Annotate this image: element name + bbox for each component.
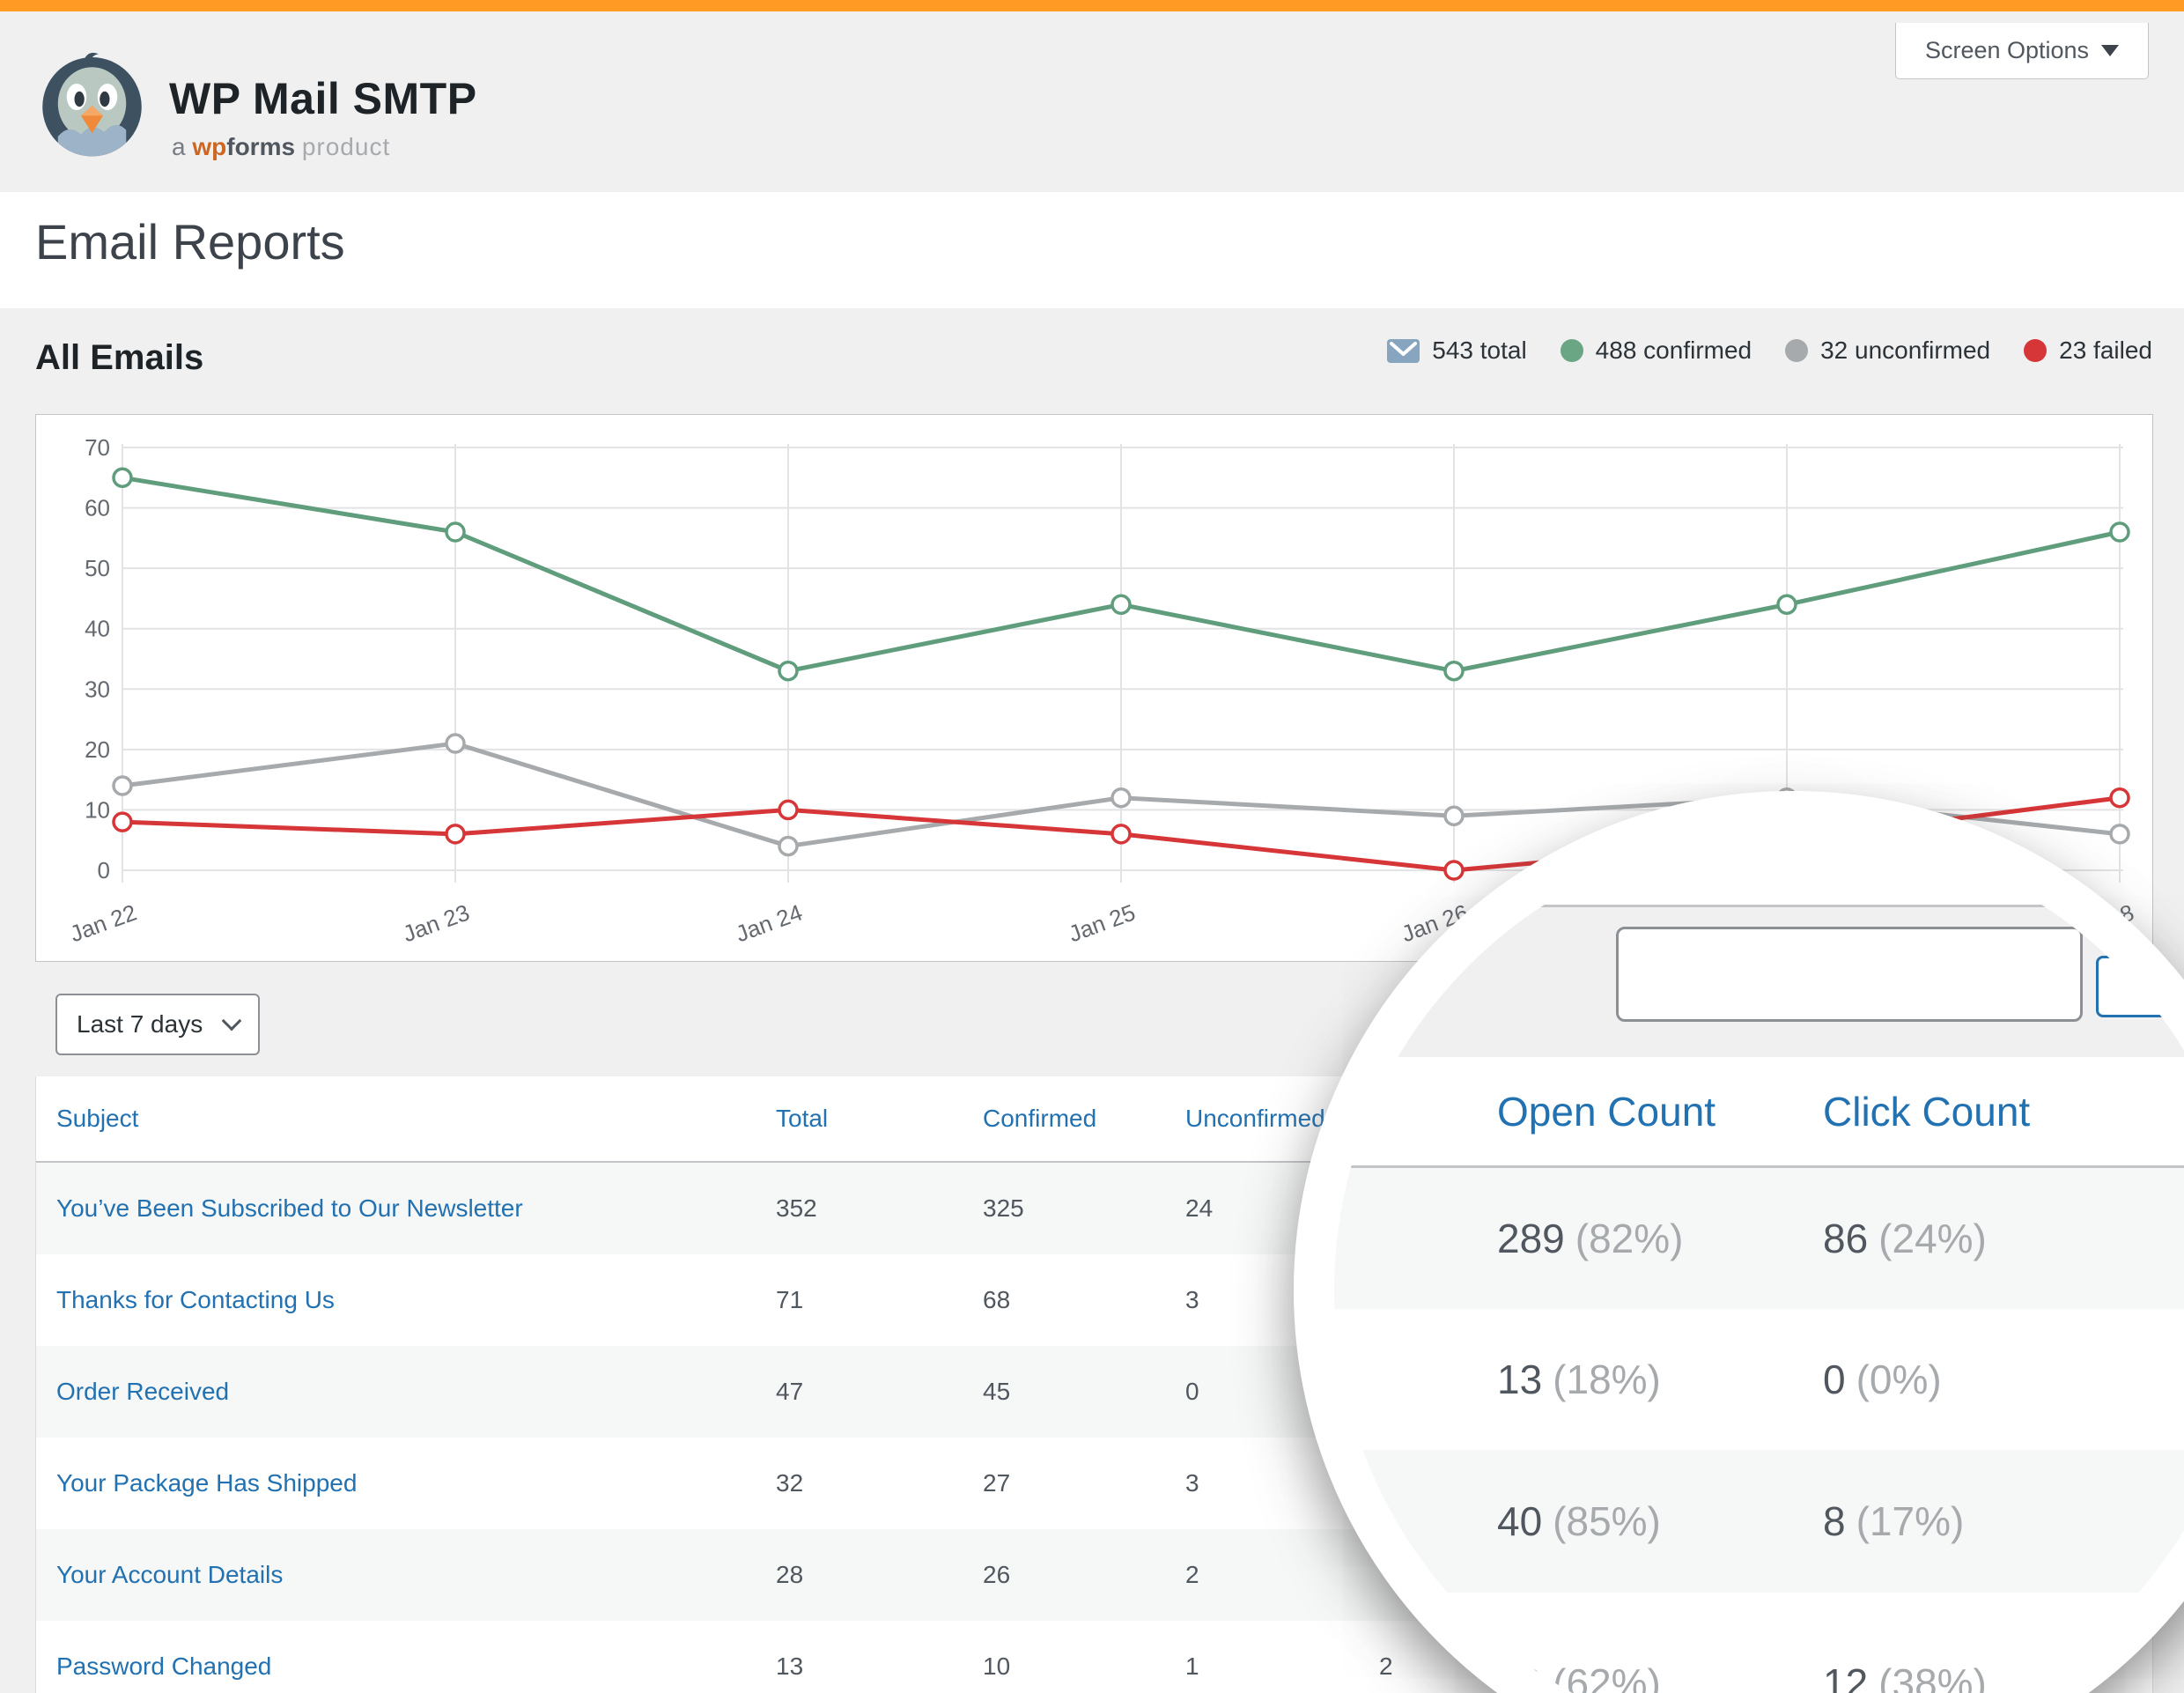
section-title-all-emails: All Emails [35,338,204,377]
subtitle-suffix: product [301,133,391,160]
table-row: Password Changed131012 [36,1621,2152,1693]
failed-dot-icon [2024,339,2048,362]
lens-header-divider [1313,1165,2184,1168]
page-title: Email Reports [35,214,345,270]
svg-text:30: 30 [85,676,110,702]
open-count-value: 20 (62%) [1497,1660,1661,1693]
subject-link[interactable]: You’ve Been Subscribed to Our Newsletter [56,1194,523,1222]
svg-text:20: 20 [85,736,110,763]
lens-table-body: 289 (82%) 86 (24%) 13 (18%) 0 (0%) 40 (85%) 8 (17%)… [1313,1168,2184,1693]
svg-text:40: 40 [85,616,110,642]
legend-label-unconfirmed: 32 unconfirmed [1820,336,1991,364]
open-count-value: 13 (18%) [1497,1357,1661,1402]
svg-text:10: 10 [85,796,110,823]
column-header-click-count: Click Count [1823,1088,2031,1135]
subtitle-brand-forms: forms [226,133,296,160]
svg-text:Jan 22: Jan 22 [66,898,140,947]
legend-label-failed: 23 failed [2059,336,2152,364]
subtitle-brand-wp: wp [192,133,227,160]
chart-legend: 543 total 488 confirmed 32 unconfirmed 2… [1387,336,2152,365]
click-count-value: 8 (17%) [1823,1498,1965,1544]
subject-link[interactable]: Your Account Details [56,1561,284,1588]
unconfirmed-value: 3 [1185,1286,1199,1313]
confirmed-value: 68 [983,1286,1011,1313]
chevron-down-icon [2101,45,2120,56]
column-header-unconfirmed[interactable]: Unconfirmed [1185,1105,1325,1132]
lens-table-row: 40 (85%) 8 (17%) [1313,1450,2184,1593]
app-title: WP Mail SMTP [169,74,477,123]
subtitle-prefix: a [172,133,186,160]
unconfirmed-value: 24 [1185,1194,1214,1222]
confirmed-dot-icon [1560,339,1583,362]
lens-search-input [1616,927,2083,1022]
page-title-band: Email Reports [0,192,2184,308]
legend-label-total: 543 total [1432,336,1527,364]
legend-item-total: 543 total [1387,336,1527,365]
top-accent-bar [0,0,2184,11]
click-count-value: 0 (0%) [1823,1357,1942,1402]
date-range-select[interactable]: Last 7 days [55,994,260,1055]
app-header: WP Mail SMTP a wpforms product Screen Op… [0,11,2184,192]
lens-table-row: 20 (62%) 12 (38%) [1313,1593,2184,1693]
screen-options-label: Screen Options [1924,37,2090,63]
app-subtitle: a wpforms product [172,133,390,161]
svg-text:0: 0 [98,857,110,883]
confirmed-value: 45 [983,1378,1011,1405]
svg-text:50: 50 [85,555,110,581]
lens-table-row: 13 (18%) 0 (0%) [1313,1309,2184,1450]
unconfirmed-value: 3 [1185,1469,1199,1497]
column-header-confirmed[interactable]: Confirmed [983,1105,1097,1132]
lens-table: Open Count Click Count 289 (82%) 86 (24%) 13… [1313,1057,2184,1693]
subject-link[interactable]: Password Changed [56,1652,272,1680]
total-value: 28 [776,1561,804,1588]
unconfirmed-value: 0 [1185,1378,1199,1405]
confirmed-value: 325 [983,1194,1024,1222]
svg-text:70: 70 [85,434,110,461]
confirmed-value: 10 [983,1652,1011,1680]
screen-options-button[interactable]: Screen Options [1895,23,2149,79]
legend-item-confirmed: 488 confirmed [1560,336,1752,365]
date-range-value: Last 7 days [77,1010,203,1038]
chevron-down-icon [221,1010,242,1031]
column-header-open-count: Open Count [1497,1088,1716,1135]
unconfirmed-value: 2 [1185,1561,1199,1588]
total-value: 32 [776,1469,804,1497]
legend-label-confirmed: 488 confirmed [1595,336,1752,364]
open-count-value: 289 (82%) [1497,1216,1684,1261]
legend-item-unconfirmed: 32 unconfirmed [1785,336,1990,365]
column-header-subject[interactable]: Subject [56,1105,139,1132]
svg-text:Jan 23: Jan 23 [399,898,473,947]
total-value: 47 [776,1378,804,1405]
subject-link[interactable]: Your Package Has Shipped [56,1469,358,1497]
table-row: Thanks for Contacting Us 71 68 3 [36,1254,2152,1346]
lens-table-row: 289 (82%) 86 (24%) [1313,1168,2184,1309]
lens-table-header: Open Count Click Count [1313,1057,2184,1165]
confirmed-value: 27 [983,1469,1011,1497]
unconfirmed-value: 1 [1185,1652,1199,1680]
magnifier-lens: Open Count Click Count 289 (82%) 86 (24%) 13… [1313,810,2184,1693]
subject-link[interactable]: Thanks for Contacting Us [56,1286,335,1313]
table-header-divider [36,1161,2152,1163]
total-value: 352 [776,1194,817,1222]
total-value: 13 [776,1652,804,1680]
lens-search-button [2096,956,2180,1017]
wp-mail-smtp-pigeon-logo [42,52,142,157]
column-header-total[interactable]: Total [776,1105,829,1132]
table-row: Your Package Has Shipped 32 27 3 [36,1438,2152,1529]
lens-chart-panel-edge [1313,810,2184,907]
total-value: 71 [776,1286,804,1313]
svg-text:Jan 24: Jan 24 [732,898,806,947]
svg-text:Jan 25: Jan 25 [1065,898,1139,947]
open-count-value: 40 (85%) [1497,1498,1661,1544]
unconfirmed-dot-icon [1785,339,1809,362]
svg-text:60: 60 [85,495,110,521]
subject-link[interactable]: Order Received [56,1378,230,1405]
envelope-icon [1387,338,1420,363]
click-count-value: 86 (24%) [1823,1216,1987,1261]
click-count-value: 12 (38%) [1823,1660,1987,1693]
confirmed-value: 26 [983,1561,1011,1588]
legend-item-failed: 23 failed [2024,336,2152,365]
